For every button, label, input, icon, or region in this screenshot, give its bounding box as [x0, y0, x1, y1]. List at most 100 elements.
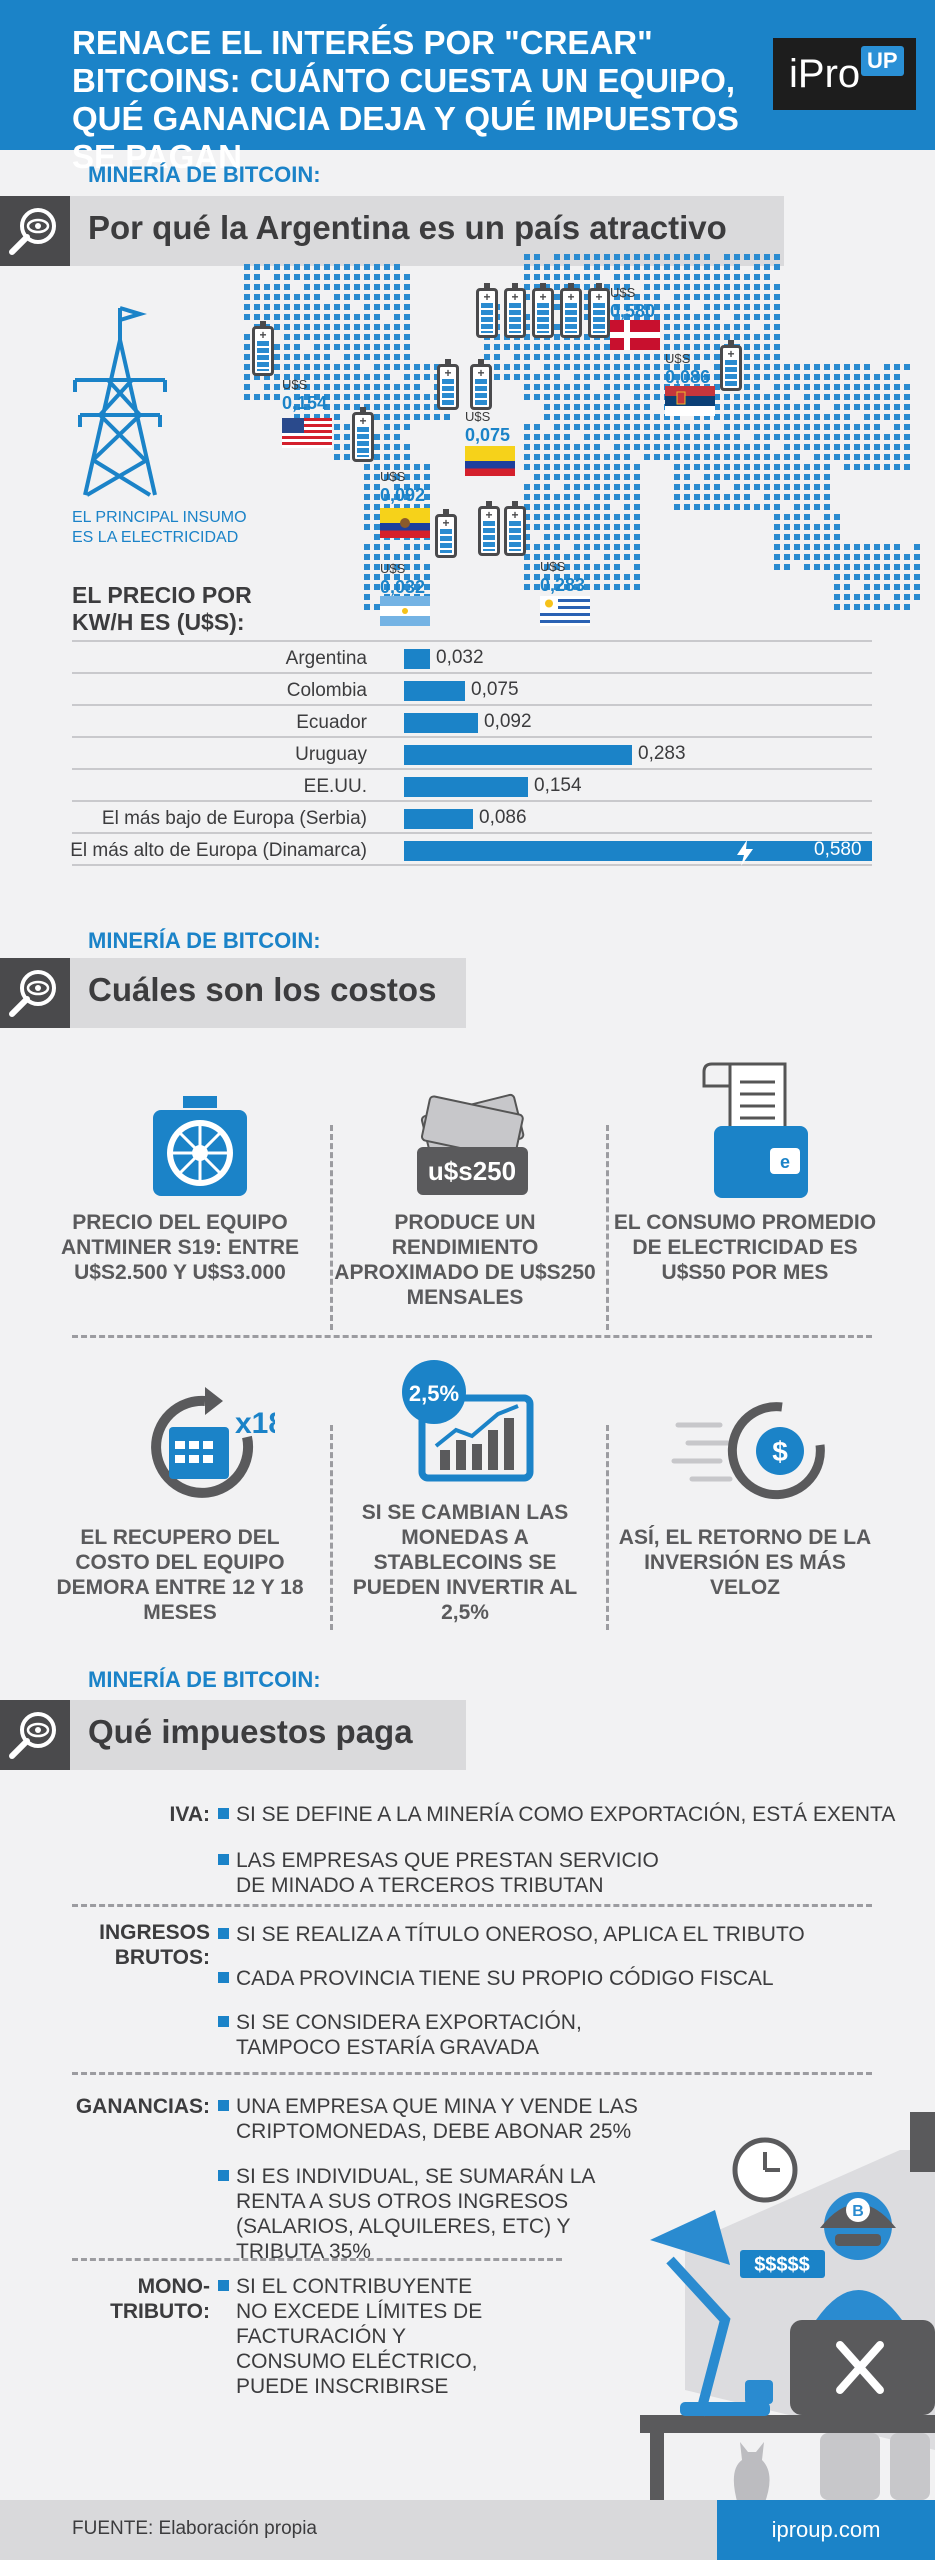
map-dot: [674, 484, 680, 490]
map-dot: [704, 434, 710, 440]
map-dot: [534, 434, 540, 440]
tax-item: SI ES INDIVIDUAL, SE SUMARÁN LA RENTA A …: [218, 2164, 658, 2264]
map-dot: [894, 544, 900, 550]
map-dot: [894, 604, 900, 610]
map-dot: [644, 444, 650, 450]
battery-icon: +: [532, 283, 554, 338]
map-dot: [894, 564, 900, 570]
map-dot: [584, 484, 590, 490]
map-dot: [634, 404, 640, 410]
map-dot: [724, 434, 730, 440]
map-dot: [274, 284, 280, 290]
map-dot: [834, 414, 840, 420]
map-dot: [294, 264, 300, 270]
map-dot: [364, 504, 370, 510]
map-dot: [744, 464, 750, 470]
map-dot: [524, 514, 530, 520]
map-dot: [384, 364, 390, 370]
map-dot: [344, 444, 350, 450]
map-dot: [624, 574, 630, 580]
map-dot: [754, 434, 760, 440]
map-dot: [264, 294, 270, 300]
map-dot: [684, 354, 690, 360]
map-dot: [644, 254, 650, 260]
site-link[interactable]: iproup.com: [717, 2500, 935, 2560]
map-dot: [604, 384, 610, 390]
map-dot: [724, 284, 730, 290]
map-dot: [514, 364, 520, 370]
map-dot: [404, 354, 410, 360]
map-dot: [394, 474, 400, 480]
map-dot: [614, 494, 620, 500]
divider-horizontal: [72, 1335, 872, 1338]
map-dot: [714, 484, 720, 490]
map-dot: [714, 344, 720, 350]
map-dot: [774, 564, 780, 570]
map-dot: [374, 374, 380, 380]
map-price-usa: U$S 0,154: [282, 376, 327, 412]
map-dot: [794, 524, 800, 530]
map-dot: [874, 604, 880, 610]
map-dot: [534, 584, 540, 590]
map-dot: [374, 324, 380, 330]
map-dot: [744, 274, 750, 280]
map-dot: [664, 334, 670, 340]
map-dot: [634, 504, 640, 510]
map-dot: [604, 514, 610, 520]
precio-label-line-2: KW/H ES (u$s):: [72, 609, 245, 635]
map-dot: [894, 364, 900, 370]
map-dot: [834, 374, 840, 380]
map-dot: [634, 464, 640, 470]
map-dot: [614, 264, 620, 270]
map-dot: [724, 274, 730, 280]
map-dot: [694, 254, 700, 260]
map-dot: [624, 554, 630, 560]
power-tower-icon: [73, 306, 167, 497]
map-dot: [764, 424, 770, 430]
map-dot: [374, 554, 380, 560]
map-price-argentina: U$S 0,032: [380, 560, 425, 596]
map-dot: [644, 264, 650, 270]
battery-icon: +: [560, 283, 582, 338]
map-dot: [904, 364, 910, 370]
map-dot: [424, 544, 430, 550]
map-dot: [274, 294, 280, 300]
map-dot: [814, 414, 820, 420]
map-dot: [374, 494, 380, 500]
map-dot: [344, 354, 350, 360]
map-dot: [374, 354, 380, 360]
map-dot: [294, 294, 300, 300]
map-dot: [694, 504, 700, 510]
map-dot: [244, 344, 250, 350]
map-dot: [624, 534, 630, 540]
map-dot: [384, 384, 390, 390]
chart-bar: [404, 745, 632, 765]
cost-consumo-text: EL CONSUMO PROMEDIO DE ELECTRICIDAD ES U…: [613, 1211, 877, 1284]
map-dot: [894, 384, 900, 390]
map-dot: [524, 274, 530, 280]
map-dot: [804, 554, 810, 560]
map-dot: [634, 434, 640, 440]
insumo-line-2: ES LA ELECTRICIDAD: [72, 529, 239, 546]
map-dot: [834, 594, 840, 600]
map-dot: [424, 564, 430, 570]
map-dot: [574, 454, 580, 460]
map-dot: [374, 454, 380, 460]
map-dot: [354, 344, 360, 350]
map-dot: [704, 454, 710, 460]
section2-kicker: MINERÍA DE BITCOIN:: [88, 928, 321, 953]
map-dot: [854, 464, 860, 470]
map-dot: [724, 464, 730, 470]
map-dot: [364, 474, 370, 480]
map-dot: [614, 424, 620, 430]
map-dot: [554, 364, 560, 370]
map-dot: [654, 414, 660, 420]
map-dot: [264, 384, 270, 390]
map-dot: [834, 384, 840, 390]
map-dot: [284, 344, 290, 350]
map-dot: [744, 324, 750, 330]
map-dot: [824, 474, 830, 480]
money-amount-text: u$s250: [428, 1156, 516, 1186]
map-dot: [574, 384, 580, 390]
divider-vertical: [330, 1125, 333, 1330]
